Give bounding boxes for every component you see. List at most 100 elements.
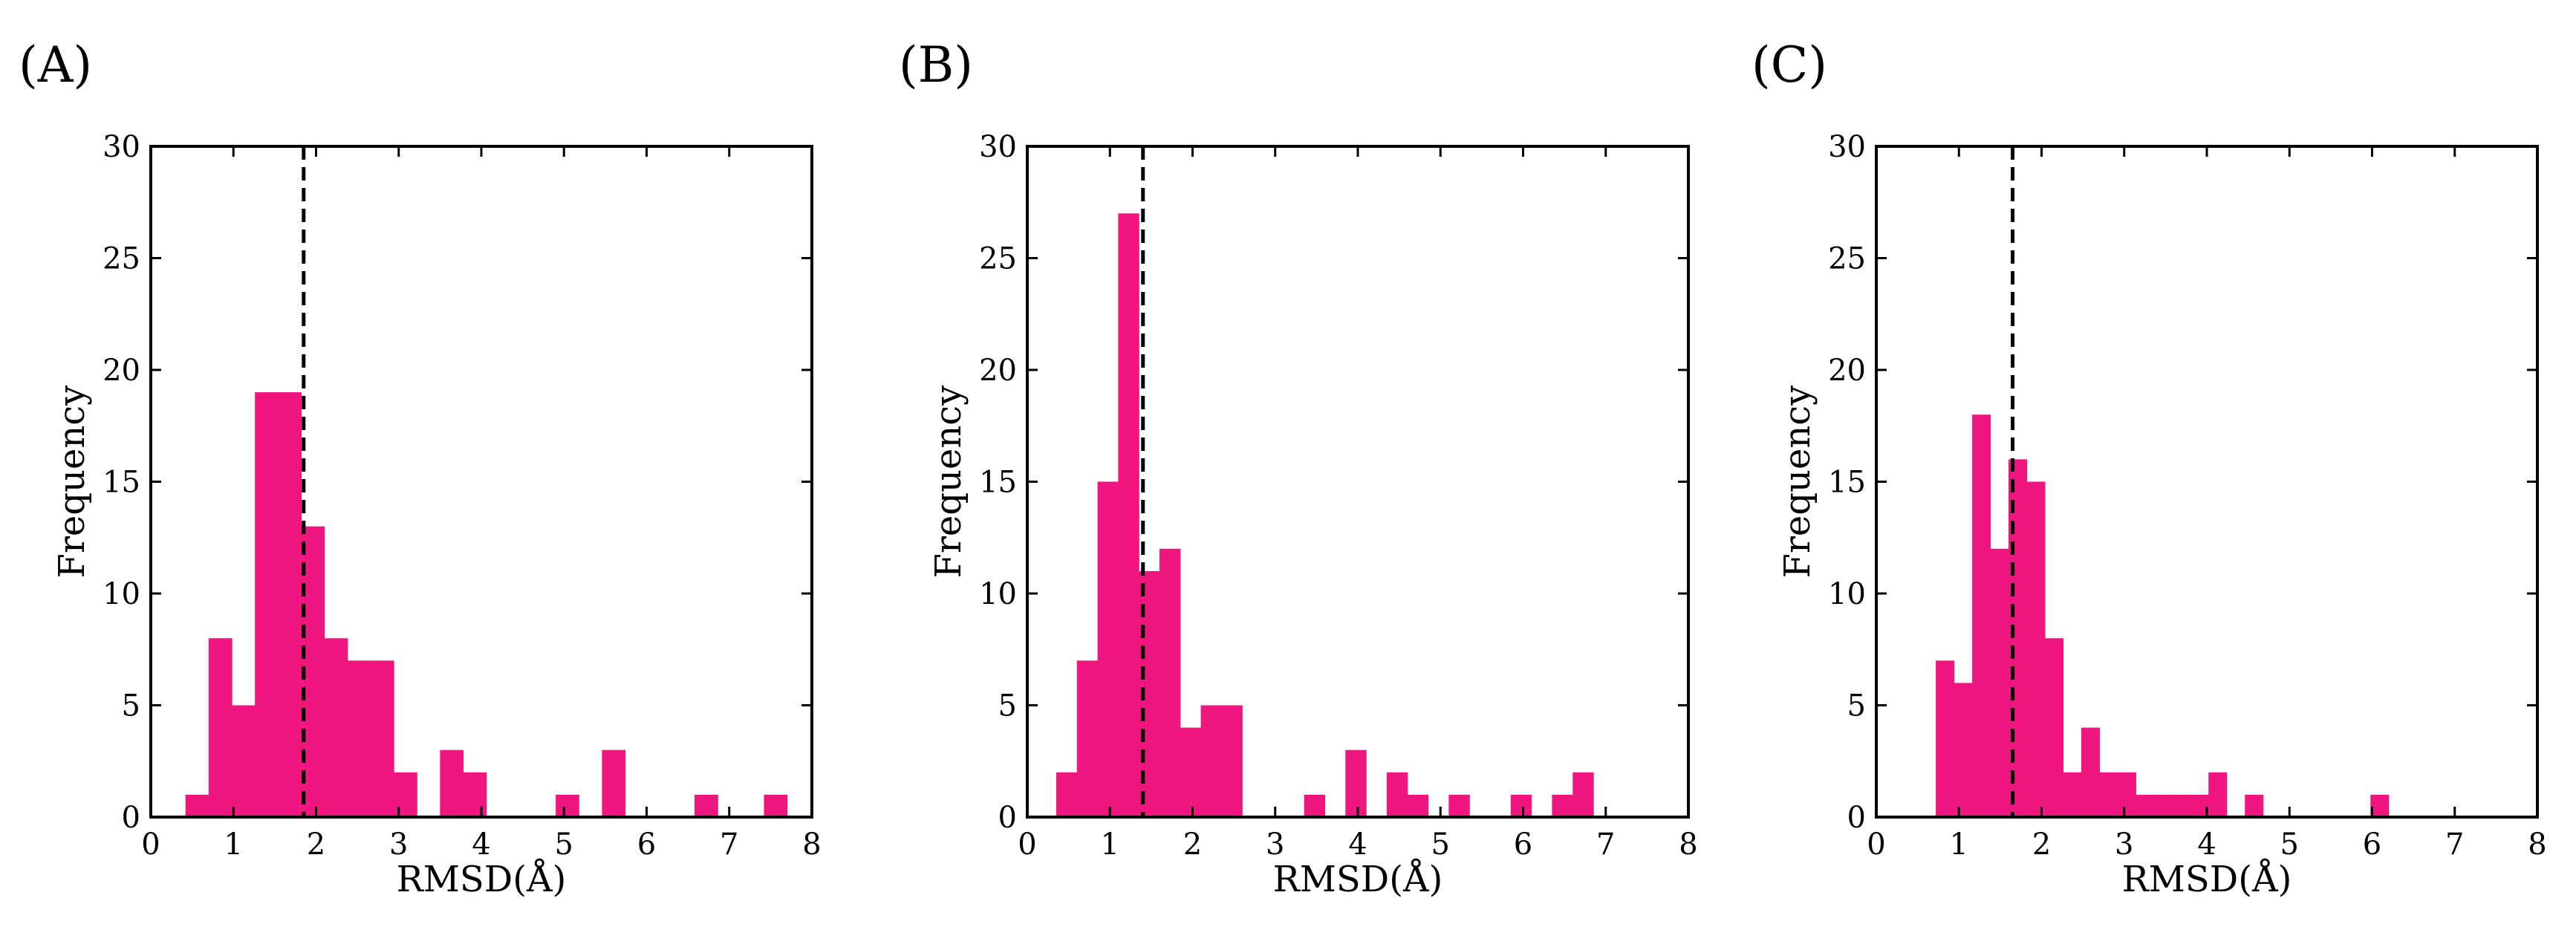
x-tick-label: 0	[1018, 827, 1036, 862]
y-tick-label: 10	[1828, 577, 1866, 611]
histogram-bar	[2026, 481, 2046, 817]
y-tick-label: 30	[979, 130, 1017, 164]
histogram-bar	[1954, 683, 1973, 817]
x-tick-label: 4	[1348, 827, 1367, 862]
histogram-bar	[1304, 794, 1326, 817]
x-tick-label: 0	[1867, 827, 1885, 862]
histogram-bar	[1552, 794, 1573, 817]
y-tick-label: 20	[1828, 354, 1866, 388]
x-tick-label: 5	[1431, 827, 1450, 862]
histogram-bar	[1076, 660, 1099, 817]
x-tick-label: 6	[2363, 827, 2381, 862]
x-tick-label: 0	[141, 827, 160, 862]
histogram-bar	[1990, 548, 2009, 817]
histogram-bar	[2044, 638, 2064, 817]
histogram-bar	[347, 660, 371, 817]
y-tick-label: 25	[1828, 242, 1866, 276]
histogram-bar	[208, 638, 232, 817]
panel-label: (C)	[1752, 36, 1827, 94]
x-tick-label: 5	[555, 827, 573, 862]
x-axis-title: RMSD(Å)	[1273, 858, 1443, 900]
histogram-bar	[1200, 705, 1223, 817]
histogram-bar	[2153, 794, 2173, 817]
x-tick-label: 5	[2280, 827, 2299, 862]
x-tick-label: 6	[637, 827, 656, 862]
histogram-bar	[185, 794, 209, 817]
y-tick-label: 0	[998, 801, 1017, 835]
x-axis-title: RMSD(Å)	[2122, 858, 2292, 900]
y-axis-title: Frequency	[928, 386, 969, 579]
x-tick-label: 8	[2528, 827, 2546, 862]
y-tick-label: 0	[1847, 801, 1866, 835]
histogram-bar	[1221, 705, 1243, 817]
y-tick-label: 5	[1847, 689, 1866, 723]
plot-frame	[1026, 145, 1690, 819]
panel-b: (B) 0 1 2 3 4 5 6 7 8 0 5 10 15 20 25 30 RMSD(Å) Frequency	[899, 36, 1698, 900]
histogram-bar	[2245, 794, 2264, 817]
x-tick-label: 8	[1679, 827, 1697, 862]
histogram-bar	[2370, 794, 2390, 817]
histogram-bar	[1448, 794, 1470, 817]
x-tick-label: 6	[1514, 827, 1532, 862]
histogram-bar	[2081, 727, 2100, 817]
x-tick-label: 3	[389, 827, 408, 862]
panel-c: (C) 0 1 2 3 4 5 6 7 8 0 5 10 15 20 25 30 RMSD(Å) Frequency	[1752, 36, 2547, 900]
y-tick-label: 25	[979, 242, 1017, 276]
y-tick-label: 15	[1828, 466, 1866, 500]
x-tick-label: 7	[720, 827, 738, 862]
histogram-bar	[1118, 213, 1139, 817]
histogram-bar	[1159, 548, 1181, 817]
histogram-bar	[2172, 794, 2191, 817]
x-tick-label: 7	[2445, 827, 2464, 862]
y-tick-label: 10	[103, 577, 140, 611]
x-tick-label: 2	[307, 827, 325, 862]
histogram-bar	[1572, 772, 1594, 817]
histogram-bar	[2208, 772, 2228, 817]
y-tick-label: 20	[979, 354, 1017, 388]
x-tick-label: 3	[2115, 827, 2133, 862]
histogram-bar	[394, 772, 417, 817]
histogram-bar	[764, 794, 788, 817]
histogram-bar	[1345, 749, 1367, 817]
histogram-bar	[1097, 481, 1119, 817]
x-tick-label: 4	[2197, 827, 2216, 862]
x-axis-title: RMSD(Å)	[397, 858, 567, 900]
panel-label: (A)	[19, 36, 92, 94]
y-axis-title: Frequency	[1777, 386, 1818, 579]
histogram-bar	[602, 749, 626, 817]
y-tick-label: 0	[122, 801, 140, 835]
x-tick-label: 4	[472, 827, 490, 862]
x-tick-label: 3	[1266, 827, 1284, 862]
histogram-bar	[370, 660, 394, 817]
histogram-bar	[1972, 414, 1991, 817]
histogram-bar	[440, 749, 464, 817]
histogram-bar	[2136, 794, 2155, 817]
histogram-bar	[1056, 772, 1078, 817]
histogram-bar	[1936, 660, 1955, 817]
histogram-bar	[463, 772, 487, 817]
x-tick-label: 8	[802, 827, 821, 862]
y-tick-label: 30	[103, 130, 140, 164]
y-axis-title: Frequency	[51, 386, 93, 579]
histogram-bar	[1180, 727, 1202, 817]
histogram-bar	[2063, 772, 2082, 817]
x-tick-label: 1	[1101, 827, 1119, 862]
x-tick-label: 7	[1596, 827, 1615, 862]
y-tick-label: 5	[122, 689, 140, 723]
panel-a: (A) 0 1 2 3 4 5 6 7 8 0 5 10 15 20 25 30 RMSD(Å) Frequency	[19, 36, 822, 900]
histogram-bar	[695, 794, 718, 817]
histogram-bar	[1407, 794, 1429, 817]
plot-frame	[149, 145, 813, 819]
x-tick-label: 1	[1950, 827, 1968, 862]
y-tick-label: 30	[1828, 130, 1866, 164]
histogram-bar	[232, 705, 256, 817]
plot-frame	[1875, 145, 2539, 819]
y-tick-label: 10	[979, 577, 1017, 611]
x-tick-label: 1	[224, 827, 243, 862]
x-tick-label: 2	[2032, 827, 2051, 862]
y-tick-label: 15	[979, 466, 1017, 500]
histogram-bar	[1510, 794, 1532, 817]
histogram-bar	[1386, 772, 1408, 817]
histogram-bar	[278, 392, 302, 817]
